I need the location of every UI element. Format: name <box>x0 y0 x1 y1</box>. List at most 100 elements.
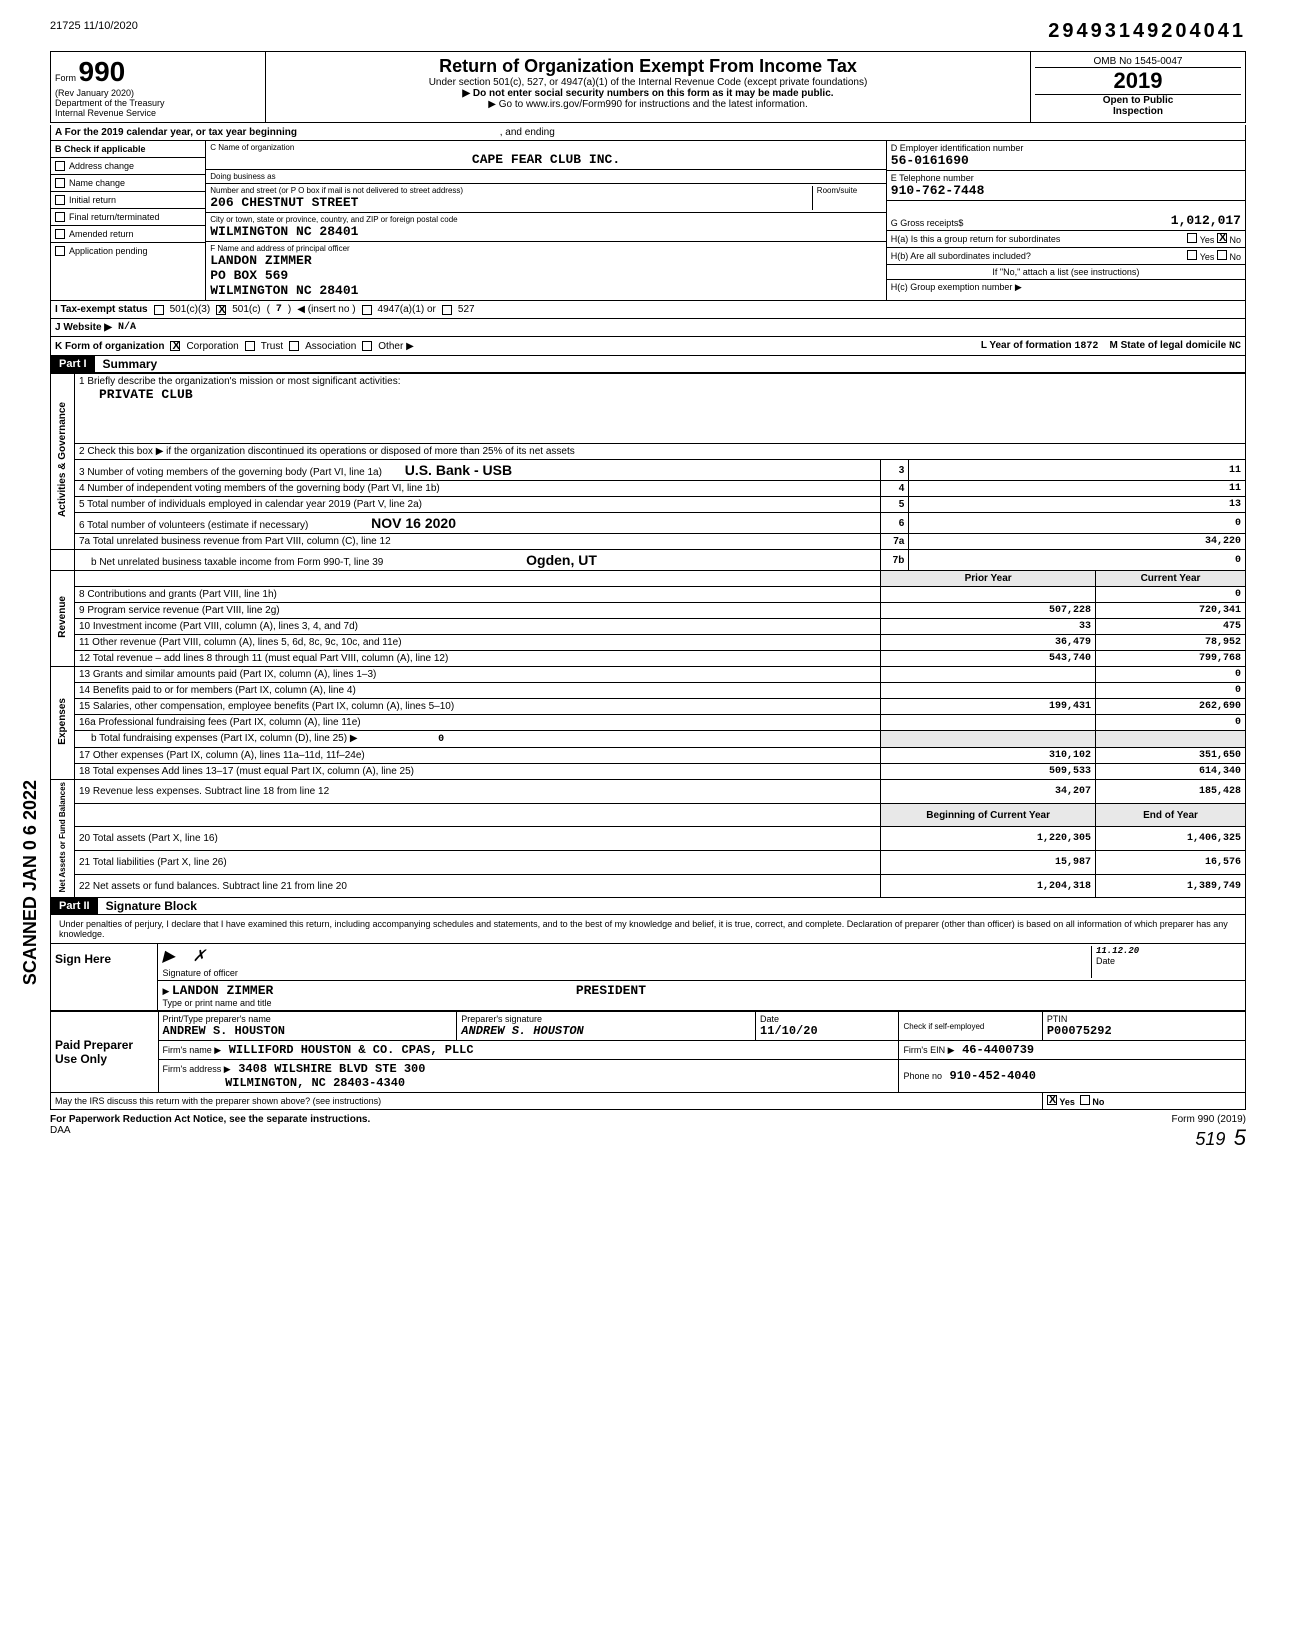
section-revenue: Revenue <box>57 596 68 638</box>
cb-label: Amended return <box>69 229 134 239</box>
line8-label: 8 Contributions and grants (Part VIII, l… <box>75 587 881 603</box>
header-center: Return of Organization Exempt From Incom… <box>266 52 1030 122</box>
cb-4947[interactable] <box>362 305 372 315</box>
part2-bar: Part II <box>51 898 98 914</box>
inspection: Inspection <box>1113 106 1163 117</box>
line5-num: 5 <box>881 497 909 513</box>
line6-val: 0 <box>909 513 1246 534</box>
i-label: I Tax-exempt status <box>55 304 148 315</box>
line11-prior: 36,479 <box>881 635 1096 651</box>
officer-po: PO BOX 569 <box>210 268 882 283</box>
section-netassets: Net Assets or Fund Balances <box>58 782 67 892</box>
cb-name-change[interactable]: Name change <box>51 175 205 192</box>
cb-assoc[interactable] <box>289 341 299 351</box>
ha-no-cb[interactable] <box>1217 233 1227 243</box>
officer-title: PRESIDENT <box>576 983 646 998</box>
discuss-no-cb[interactable] <box>1080 1095 1090 1105</box>
dept: Department of the Treasury <box>55 98 165 108</box>
501c-num: 7 <box>276 304 282 315</box>
line18-label: 18 Total expenses Add lines 13–17 (must … <box>75 764 881 780</box>
line16a-label: 16a Professional fundraising fees (Part … <box>75 715 881 731</box>
line22-begin: 1,204,318 <box>881 874 1096 898</box>
prior-year-header: Prior Year <box>881 571 1096 587</box>
cb-application-pending[interactable]: Application pending <box>51 243 205 259</box>
col-b: B Check if applicable Address change Nam… <box>51 141 206 300</box>
officer-name-typed: LANDON ZIMMER <box>172 983 273 998</box>
line6-num: 6 <box>881 513 909 534</box>
firm-phone-label: Phone no <box>903 1071 942 1081</box>
label-527: 527 <box>458 304 475 315</box>
paid-preparer-label: Paid Preparer Use Only <box>51 1012 159 1093</box>
cb-initial-return[interactable]: Initial return <box>51 192 205 209</box>
open-public: Open to Public <box>1103 95 1174 106</box>
ha-yes-cb[interactable] <box>1187 233 1197 243</box>
gross-label: G Gross receipts$ <box>891 218 964 228</box>
cb-trust[interactable] <box>245 341 255 351</box>
line3-val: 11 <box>909 460 1246 481</box>
part1-header: Part I Summary <box>50 356 1246 373</box>
label-corp: Corporation <box>186 341 238 352</box>
org-name: CAPE FEAR CLUB INC. <box>210 152 882 167</box>
line18-curr: 614,340 <box>1096 764 1246 780</box>
phone: 910-762-7448 <box>891 183 1241 198</box>
yes-label: Yes <box>1059 1097 1075 1107</box>
part2-title: Signature Block <box>98 899 197 913</box>
col-b-header: B Check if applicable <box>51 141 205 158</box>
handwritten2: 5 <box>1234 1125 1246 1150</box>
discuss-yes-cb[interactable] <box>1047 1095 1057 1105</box>
cb-final-return[interactable]: Final return/terminated <box>51 209 205 226</box>
line21-begin: 15,987 <box>881 851 1096 875</box>
hb-label: H(b) Are all subordinates included? <box>891 251 1031 261</box>
self-employed-check[interactable]: Check if self-employed <box>899 1012 1042 1041</box>
stamp-date: NOV 16 2020 <box>371 515 456 531</box>
label-501c: 501(c) <box>232 304 260 315</box>
hb-no-cb[interactable] <box>1217 250 1227 260</box>
type-name-label: Type or print name and title <box>162 998 1241 1008</box>
footer: For Paperwork Reduction Act Notice, see … <box>50 1110 1246 1155</box>
prep-name-label: Print/Type preparer's name <box>163 1014 453 1024</box>
line8-curr: 0 <box>1096 587 1246 603</box>
efile-marker: 21725 11/10/2020 <box>50 20 138 43</box>
row-k: K Form of organization Corporation Trust… <box>50 337 1246 356</box>
line4-label: 4 Number of independent voting members o… <box>75 481 881 497</box>
label-other: Other ▶ <box>378 341 413 352</box>
label-501c3: 501(c)(3) <box>170 304 211 315</box>
omb: OMB No 1545-0047 <box>1035 56 1241 68</box>
cb-amended-return[interactable]: Amended return <box>51 226 205 243</box>
line15-curr: 262,690 <box>1096 699 1246 715</box>
label-assoc: Association <box>305 341 356 352</box>
dln: 29493149204041 <box>1048 20 1246 43</box>
cb-501c[interactable] <box>216 305 226 315</box>
cb-address-change[interactable]: Address change <box>51 158 205 175</box>
street: 206 CHESTNUT STREET <box>210 195 812 210</box>
cb-501c3[interactable] <box>154 305 164 315</box>
city: WILMINGTON NC 28401 <box>210 224 882 239</box>
officer-city: WILMINGTON NC 28401 <box>210 283 882 298</box>
form-link: ▶ Go to www.irs.gov/Form990 for instruct… <box>270 99 1026 110</box>
row-a-label: A For the 2019 calendar year, or tax yea… <box>55 127 297 138</box>
current-year-header: Current Year <box>1096 571 1246 587</box>
ein: 56-0161690 <box>891 153 1241 168</box>
hb-yes-cb[interactable] <box>1187 250 1197 260</box>
form-number: 990 <box>79 56 126 87</box>
form-word: Form <box>55 73 76 83</box>
line7a-num: 7a <box>881 534 909 550</box>
line8-prior <box>881 587 1096 603</box>
sig-date: 11.12.20 <box>1096 946 1241 956</box>
line16b-label: b Total fundraising expenses (Part IX, c… <box>91 733 358 744</box>
cb-corp[interactable] <box>170 341 180 351</box>
form-header: Form 990 (Rev January 2020) Department o… <box>50 51 1246 123</box>
ptin: P00075292 <box>1047 1024 1241 1038</box>
officer-label: F Name and address of principal officer <box>210 244 882 253</box>
cb-other[interactable] <box>362 341 372 351</box>
org-name-label: C Name of organization <box>210 143 882 152</box>
line12-curr: 799,768 <box>1096 651 1246 667</box>
state-domicile: NC <box>1229 341 1241 352</box>
phone-label: E Telephone number <box>891 173 1241 183</box>
prep-date-label: Date <box>760 1014 894 1024</box>
cb-527[interactable] <box>442 305 452 315</box>
line7b-val: 0 <box>909 550 1246 571</box>
dba-label: Doing business as <box>210 172 882 181</box>
line1-label: 1 Briefly describe the organization's mi… <box>79 376 1241 387</box>
line4-num: 4 <box>881 481 909 497</box>
